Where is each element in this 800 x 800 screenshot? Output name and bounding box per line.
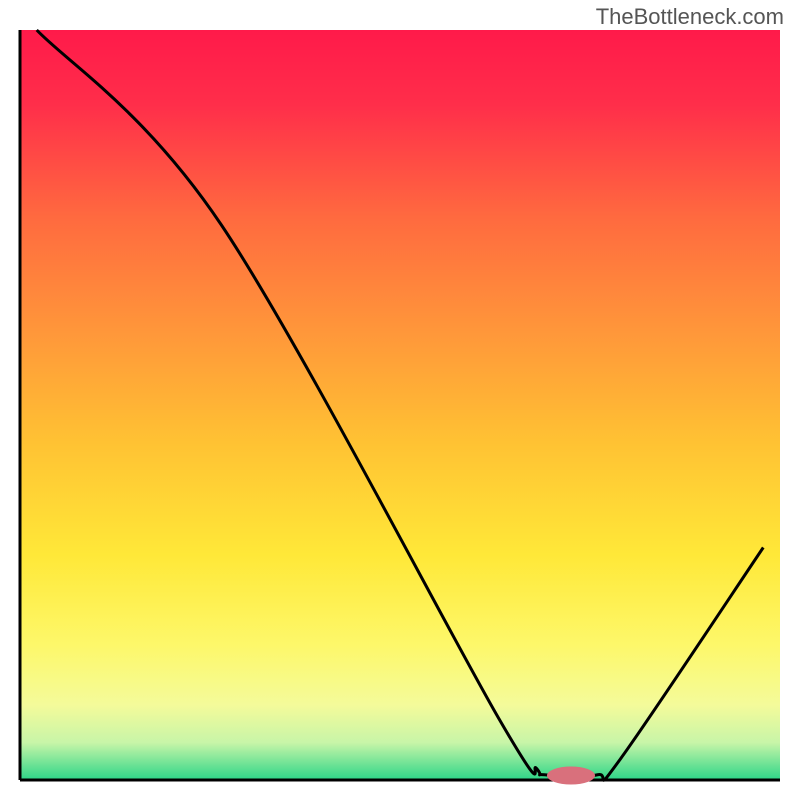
bottleneck-chart — [0, 0, 800, 800]
watermark-text: TheBottleneck.com — [596, 4, 784, 30]
optimal-marker — [547, 767, 595, 785]
plot-background — [20, 30, 780, 780]
